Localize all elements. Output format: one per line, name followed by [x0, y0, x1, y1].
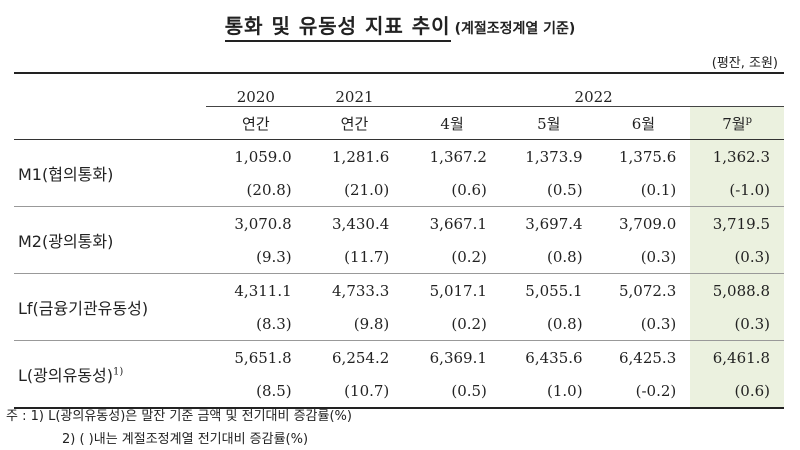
change-cell: (0.2) [403, 240, 501, 274]
change-cell: (9.3) [206, 240, 306, 274]
value-cell: 6,254.2 [332, 348, 390, 367]
value-cell: 5,651.8 [234, 348, 292, 367]
table-row: (8.3) (9.8) (0.2) (0.8) (0.3) (0.3) [14, 307, 784, 341]
change-cell: (0.6) [690, 374, 784, 409]
change-cell: (0.1) [596, 173, 691, 207]
value-cell: 5,072.3 [618, 281, 677, 300]
header-blank [14, 72, 207, 107]
header-row-periods: 연간 연간 4월 5월 6월 7월p [14, 106, 784, 140]
period-header: 5월 [500, 106, 597, 140]
period-header: 6월 [596, 106, 691, 140]
row-label-text: Lf(금융기관유동성) [18, 299, 149, 318]
year-2022: 2022 [403, 72, 784, 107]
row-label: Lf(금융기관유동성) [14, 273, 207, 341]
value-cell: 3,697.4 [525, 214, 583, 233]
change-cell: (0.5) [403, 374, 501, 409]
period-header: 7월p [690, 106, 784, 140]
value-cell: 6,369.1 [429, 348, 487, 367]
row-label-text: M2(광의통화) [18, 232, 114, 251]
year-2021: 2021 [305, 72, 404, 107]
value-cell: 1,281.6 [332, 147, 390, 166]
value-cell: 1,362.3 [690, 139, 784, 173]
period-header: 연간 [206, 106, 306, 140]
change-cell: (20.8) [206, 173, 306, 207]
change-cell: (10.7) [305, 374, 404, 409]
title-subtitle: (계절조정계열 기준) [454, 21, 576, 37]
value-cell: 6,435.6 [525, 348, 583, 367]
value-cell: 3,719.5 [690, 206, 784, 240]
value-cell: 3,709.0 [618, 214, 677, 233]
table-row: L(광의유동성)1) 5,651.8 6,254.2 6,369.1 6,435.6 6,… [14, 340, 784, 409]
change-cell: (0.8) [500, 307, 597, 341]
row-label: M1(협의통화) [14, 139, 207, 207]
change-cell: (8.5) [206, 374, 306, 409]
value-cell: 1,059.0 [234, 147, 292, 166]
value-cell: 1,367.2 [429, 147, 487, 166]
table-row: (9.3) (11.7) (0.2) (0.8) (0.3) (0.3) [14, 240, 784, 274]
footnote-2: 2) ( )내는 계절조정계열 전기대비 증감률(%) [62, 432, 309, 447]
title-main: 통화 및 유동성 지표 추이 [224, 14, 451, 42]
change-cell: (11.7) [305, 240, 404, 274]
change-cell: (0.8) [500, 240, 597, 274]
change-cell: (0.3) [690, 307, 784, 341]
table-title: 통화 및 유동성 지표 추이 (계절조정계열 기준) [0, 10, 800, 42]
table-row: M2(광의통화) 3,070.8 3,430.4 3,667.1 3,697.4 3,70… [14, 206, 784, 274]
table-row: (8.5) (10.7) (0.5) (1.0) (-0.2) (0.6) [14, 374, 784, 409]
table-row: Lf(금융기관유동성) 4,311.1 4,733.3 5,017.1 5,055.1 5… [14, 273, 784, 341]
change-cell: (0.2) [403, 307, 501, 341]
header-row-years: 2020 2021 2022 [14, 72, 784, 107]
value-cell: 6,461.8 [690, 340, 784, 374]
header-blank [14, 106, 207, 140]
period-header: 4월 [403, 106, 501, 140]
row-label: M2(광의통화) [14, 206, 207, 274]
value-cell: 4,311.1 [234, 281, 292, 300]
value-cell: 3,070.8 [234, 214, 292, 233]
change-cell: (0.6) [403, 173, 501, 207]
value-cell: 5,088.8 [690, 273, 784, 307]
footnote-mark: 1) [113, 366, 124, 378]
value-cell: 5,055.1 [525, 281, 583, 300]
period-header-label: 7월 [722, 114, 746, 133]
value-cell: 6,425.3 [618, 348, 677, 367]
value-cell: 3,430.4 [332, 214, 390, 233]
change-cell: (0.3) [596, 307, 691, 341]
value-cell: 1,373.9 [525, 147, 583, 166]
change-cell: (0.5) [500, 173, 597, 207]
preliminary-mark: p [745, 114, 752, 126]
change-cell: (1.0) [500, 374, 597, 409]
liquidity-table: 2020 2021 2022 연간 연간 4월 5월 6월 7월p M1(협의통… [14, 72, 784, 409]
table-row: M1(협의통화) 1,059.0 1,281.6 1,367.2 1,373.9 1,37… [14, 139, 784, 207]
value-cell: 3,667.1 [429, 214, 487, 233]
period-header: 연간 [305, 106, 404, 140]
value-cell: 1,375.6 [618, 147, 677, 166]
year-2020: 2020 [206, 72, 306, 107]
change-cell: (-0.2) [596, 374, 691, 409]
value-cell: 5,017.1 [429, 281, 487, 300]
row-label-text: M1(협의통화) [18, 165, 114, 184]
footnote-1: 주 : 1) L(광의유동성)은 말잔 기준 금액 및 전기대비 증감률(%) [6, 409, 352, 424]
unit-label: (평잔, 조원) [711, 56, 778, 71]
row-label: L(광의유동성)1) [14, 340, 207, 409]
change-cell: (21.0) [305, 173, 404, 207]
change-cell: (0.3) [690, 240, 784, 274]
table-row: (20.8) (21.0) (0.6) (0.5) (0.1) (-1.0) [14, 173, 784, 207]
change-cell: (-1.0) [690, 173, 784, 207]
row-label-text: L(광의유동성) [18, 366, 113, 385]
change-cell: (8.3) [206, 307, 306, 341]
change-cell: (0.3) [596, 240, 691, 274]
change-cell: (9.8) [305, 307, 404, 341]
value-cell: 4,733.3 [332, 281, 390, 300]
